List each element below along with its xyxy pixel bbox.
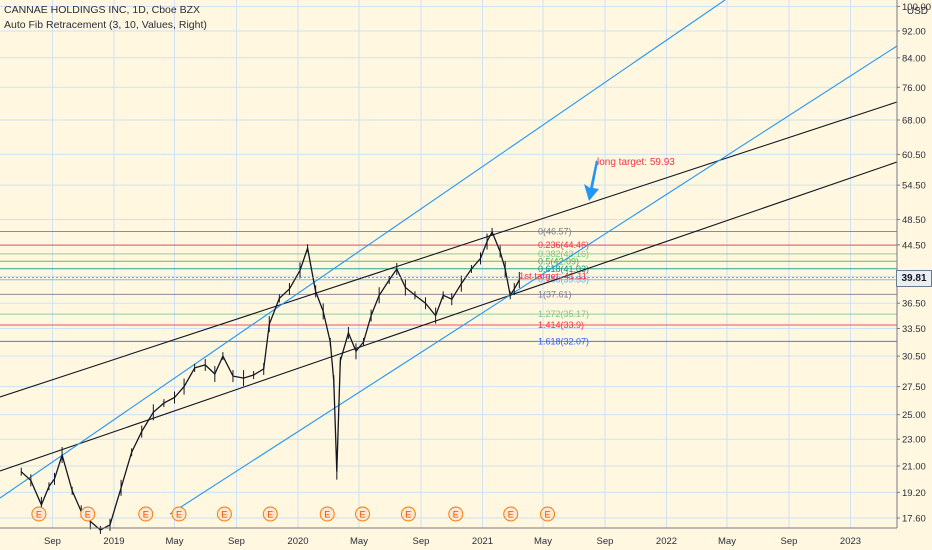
x-tick-label: May [718, 536, 736, 547]
y-tick-label: 33.50 [902, 324, 926, 335]
earnings-marker [262, 506, 278, 522]
x-tick-label: Sep [44, 536, 61, 547]
earnings-marker-label: E [545, 510, 551, 520]
fib-level-label: 0.786(39.53) [538, 275, 589, 285]
y-tick-label: 54.50 [902, 181, 926, 192]
y-tick-label: 19.20 [902, 488, 926, 499]
fib-level-label: 1(37.61) [538, 289, 572, 299]
x-tick-label: 2019 [103, 536, 124, 547]
long-target-label: long target: 59.93 [597, 157, 675, 168]
earnings-marker [216, 506, 232, 522]
y-tick-label: 84.00 [902, 53, 926, 64]
y-tick-label: 21.00 [902, 461, 926, 472]
grid [0, 0, 897, 528]
fib-level-label: 1.414(33.9) [538, 320, 584, 330]
x-tick-label: May [534, 536, 552, 547]
y-tick-label: 92.00 [902, 27, 926, 38]
y-tick-label: 48.50 [902, 215, 926, 226]
price-line [20, 230, 520, 531]
earnings-marker-label: E [143, 510, 149, 520]
y-tick-label: 17.60 [902, 514, 926, 525]
earnings-marker [448, 506, 464, 522]
fib-level-label: 0.236(44.46) [538, 240, 589, 250]
time-axis: Sep 2019 May Sep 2020 May Sep 2021 May Sep 2022 May… [0, 527, 897, 547]
earnings-marker-label: E [85, 510, 91, 520]
chart-legend: CANNAE HOLDINGS INC, 1D, Cboe BZX Auto F… [4, 3, 207, 33]
y-tick-label: 100.00 [902, 2, 931, 13]
fib-level-label: 0.382(43.16) [538, 249, 589, 259]
y-tick-label: 30.50 [902, 352, 926, 363]
earnings-marker-label: E [267, 510, 273, 520]
earnings-marker [171, 506, 187, 522]
y-tick-label: 25.00 [902, 410, 926, 421]
earnings-marker [80, 506, 96, 522]
fib-level-label: 0.618(41.03) [538, 264, 589, 274]
earnings-marker [355, 506, 371, 522]
price-series [20, 227, 520, 534]
earnings-marker-label: E [176, 510, 182, 520]
price-axis: 17.60 19.20 21.00 23.00 25.00 27.50 30.50 33.50… [896, 0, 931, 528]
x-tick-label: May [350, 536, 368, 547]
earnings-marker [400, 506, 416, 522]
x-tick-label: 2022 [656, 536, 677, 547]
x-tick-label: Sep [228, 536, 245, 547]
fib-level-label: 0(46.57) [538, 226, 572, 236]
x-tick-label: Sep [597, 536, 614, 547]
fib-level-label: 1.272(35.17) [538, 309, 589, 319]
lower-channel-line [169, 45, 898, 515]
y-tick-label: 60.50 [902, 150, 926, 161]
earnings-marker [319, 506, 335, 522]
upper-trend-line [0, 101, 898, 398]
earnings-marker-label: E [405, 510, 411, 520]
earnings-marker-label: E [508, 510, 514, 520]
earnings-marker-label: E [453, 510, 459, 520]
y-tick-label: 27.50 [902, 382, 926, 393]
earnings-marker-label: E [36, 510, 42, 520]
earnings-marker [31, 506, 47, 522]
down-arrow-icon [584, 160, 599, 201]
x-tick-label: Sep [413, 536, 430, 547]
y-tick-label: 68.00 [902, 116, 926, 127]
upper-channel-line [0, 0, 726, 499]
x-tick-label: May [166, 536, 184, 547]
earnings-marker-label: E [324, 510, 330, 520]
fib-level-label: 0.5(42.09) [538, 256, 579, 266]
last-price-tag: 39.81 [896, 269, 932, 287]
fib-level-label: 1.618(32.07) [538, 336, 589, 346]
lower-trend-line [0, 161, 898, 472]
trend-channels [0, 0, 898, 515]
fib-levels: 0(46.57) 0.236(44.46)0.382(43.16)0.5(42.0… [0, 226, 897, 346]
axis-unit: USD [906, 6, 928, 17]
y-tick-label: 44.50 [902, 240, 926, 251]
earnings-marker-label: E [221, 510, 227, 520]
x-tick-label: 2020 [287, 536, 308, 547]
y-tick-label: 23.00 [902, 435, 926, 446]
y-tick-label: 76.00 [902, 83, 926, 94]
first-target-label: 1st target: 41.11 [519, 271, 587, 282]
indicator-label: Auto Fib Retracement (3, 10, Values, Rig… [4, 19, 207, 31]
x-tick-label: 2023 [840, 536, 861, 547]
earnings-marker [540, 506, 556, 522]
earnings-marker [503, 506, 519, 522]
x-tick-label: Sep [781, 536, 798, 547]
x-tick-label: 2021 [472, 536, 493, 547]
annotations: long target: 59.93 1st target: 41.11 [0, 157, 897, 282]
earnings-marker-label: E [360, 510, 366, 520]
y-tick-label: 36.50 [902, 299, 926, 310]
earnings-marker [138, 506, 154, 522]
symbol-title: CANNAE HOLDINGS INC, 1D, Cboe BZX [4, 4, 201, 16]
